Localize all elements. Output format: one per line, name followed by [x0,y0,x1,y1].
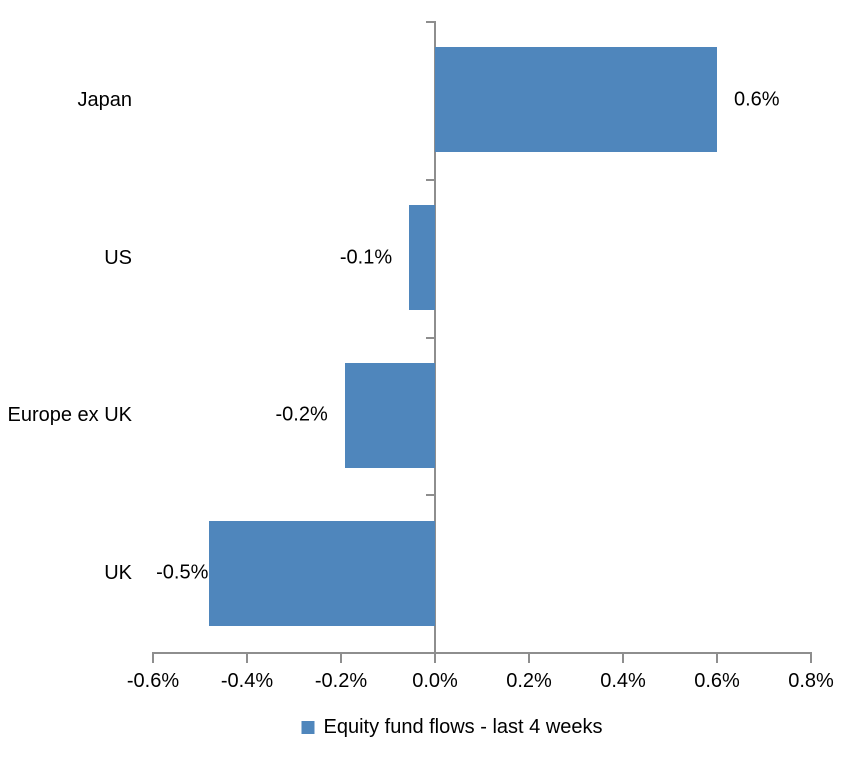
category-label: Japan [77,88,133,111]
x-axis-tick [528,652,530,663]
data-label: 0.6% [734,88,780,111]
x-axis-tick [152,652,154,663]
x-axis-tick [810,652,812,663]
x-tick-label: 0.8% [788,670,834,692]
x-axis-tick [340,652,342,663]
legend-label: Equity fund flows - last 4 weeks [323,715,603,738]
category-label: UK [104,562,132,585]
x-axis-line [153,652,812,654]
bar [209,520,435,626]
x-axis-tick [716,652,718,663]
y-axis-tick [426,21,434,23]
bar [344,362,435,468]
y-axis-line [434,21,436,652]
x-tick-label: -0.4% [220,670,274,692]
bar [435,47,717,153]
x-tick-label: 0.4% [600,670,646,692]
x-tick-label: -0.2% [314,670,368,692]
bar [409,205,435,311]
x-axis-tick [434,652,436,663]
x-tick-label: -0.6% [126,670,180,692]
y-axis-tick [426,494,434,497]
y-axis-tick [426,178,434,181]
x-tick-label: 0.6% [694,670,740,692]
legend-swatch-icon [301,720,315,734]
legend: Equity fund flows - last 4 weeks [301,712,603,742]
data-label: -0.2% [275,403,328,426]
x-axis-tick [622,652,624,663]
x-axis-tick [246,652,248,663]
x-tick-label: 0.0% [412,670,458,692]
category-label: Europe ex UK [7,404,132,427]
data-label: -0.5% [156,561,209,584]
x-tick-label: 0.2% [506,670,552,692]
category-label: US [104,246,132,269]
data-label: -0.1% [339,246,393,269]
y-axis-tick [426,336,434,339]
